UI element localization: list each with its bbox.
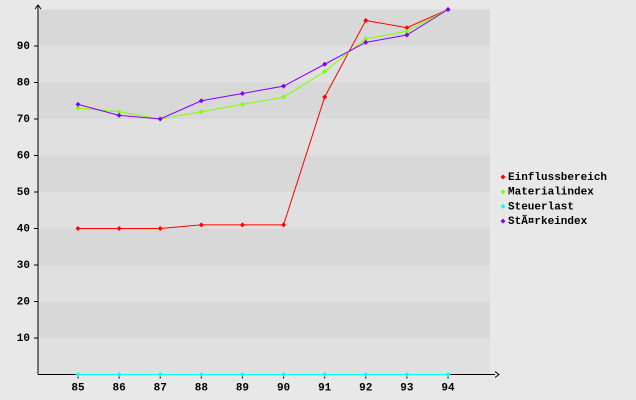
data-point — [445, 7, 451, 12]
x-tick-label: 88 — [195, 382, 209, 394]
data-point — [116, 109, 122, 115]
data-point — [322, 94, 328, 100]
y-tick-label: 70 — [17, 114, 30, 126]
data-point — [239, 222, 245, 228]
legend-marker — [500, 203, 506, 209]
grid-band — [38, 301, 490, 338]
grid-band — [38, 338, 490, 375]
data-point — [157, 372, 163, 377]
data-point — [322, 61, 328, 67]
legend-marker — [500, 174, 506, 180]
legend-marker — [500, 218, 506, 224]
x-tick-label: 92 — [359, 382, 372, 394]
y-tick-label: 20 — [17, 296, 30, 308]
data-point — [363, 372, 369, 377]
data-point — [281, 372, 287, 377]
y-tick-label: 30 — [17, 260, 30, 272]
data-point — [198, 109, 204, 115]
x-tick-label: 93 — [400, 382, 414, 394]
data-point — [404, 28, 410, 34]
grid-band — [38, 155, 490, 192]
x-tick-label: 85 — [71, 382, 85, 394]
series-line — [77, 9, 449, 120]
series-line — [78, 9, 449, 229]
y-axis-arrow — [34, 4, 42, 10]
grid-band — [38, 265, 490, 302]
data-point — [239, 90, 245, 96]
x-axis-arrow — [494, 371, 500, 378]
data-point — [116, 112, 122, 118]
x-tick-label: 91 — [318, 382, 332, 394]
data-point — [198, 98, 204, 104]
data-point — [322, 372, 328, 377]
grid-band — [38, 9, 490, 46]
data-point — [363, 39, 369, 45]
legend-label: Materialindex — [508, 187, 594, 199]
data-point — [75, 101, 81, 107]
data-point — [75, 105, 81, 111]
data-point — [239, 372, 245, 377]
data-point — [404, 32, 410, 38]
legend-label: Einflussbereich — [508, 172, 607, 184]
legend-label: StÃ¤rkeindex — [508, 214, 588, 228]
grid-band — [38, 228, 490, 265]
data-point — [75, 372, 81, 377]
y-tick-label: 50 — [17, 187, 30, 199]
legend-label: Steuerlast — [508, 201, 574, 213]
data-point — [404, 372, 410, 377]
data-point — [404, 25, 410, 31]
data-point — [198, 372, 204, 377]
data-point — [281, 94, 287, 100]
data-point — [116, 372, 122, 377]
data-point — [157, 116, 163, 122]
x-tick-label: 90 — [277, 382, 290, 394]
y-tick-label: 90 — [17, 41, 30, 53]
data-point — [363, 36, 369, 42]
grid-band — [38, 46, 490, 83]
x-tick-label: 86 — [113, 382, 126, 394]
legend-marker — [500, 189, 506, 195]
data-point — [157, 226, 163, 231]
x-tick-label: 89 — [236, 382, 249, 394]
series-line — [77, 9, 449, 120]
data-point — [239, 101, 245, 107]
y-tick-label: 10 — [17, 333, 30, 345]
x-tick-label: 94 — [441, 382, 455, 394]
grid-band — [38, 119, 490, 156]
x-tick-label: 87 — [154, 382, 167, 394]
data-point — [75, 226, 81, 231]
data-point — [322, 69, 328, 75]
data-point — [281, 222, 287, 228]
grid-band — [38, 192, 490, 229]
y-tick-label: 60 — [17, 150, 30, 162]
y-tick-label: 40 — [17, 223, 30, 235]
data-point — [363, 17, 369, 23]
data-point — [445, 372, 451, 377]
data-point — [116, 226, 122, 231]
y-tick-label: 80 — [17, 77, 30, 89]
data-point — [281, 83, 287, 89]
data-point — [198, 222, 204, 228]
